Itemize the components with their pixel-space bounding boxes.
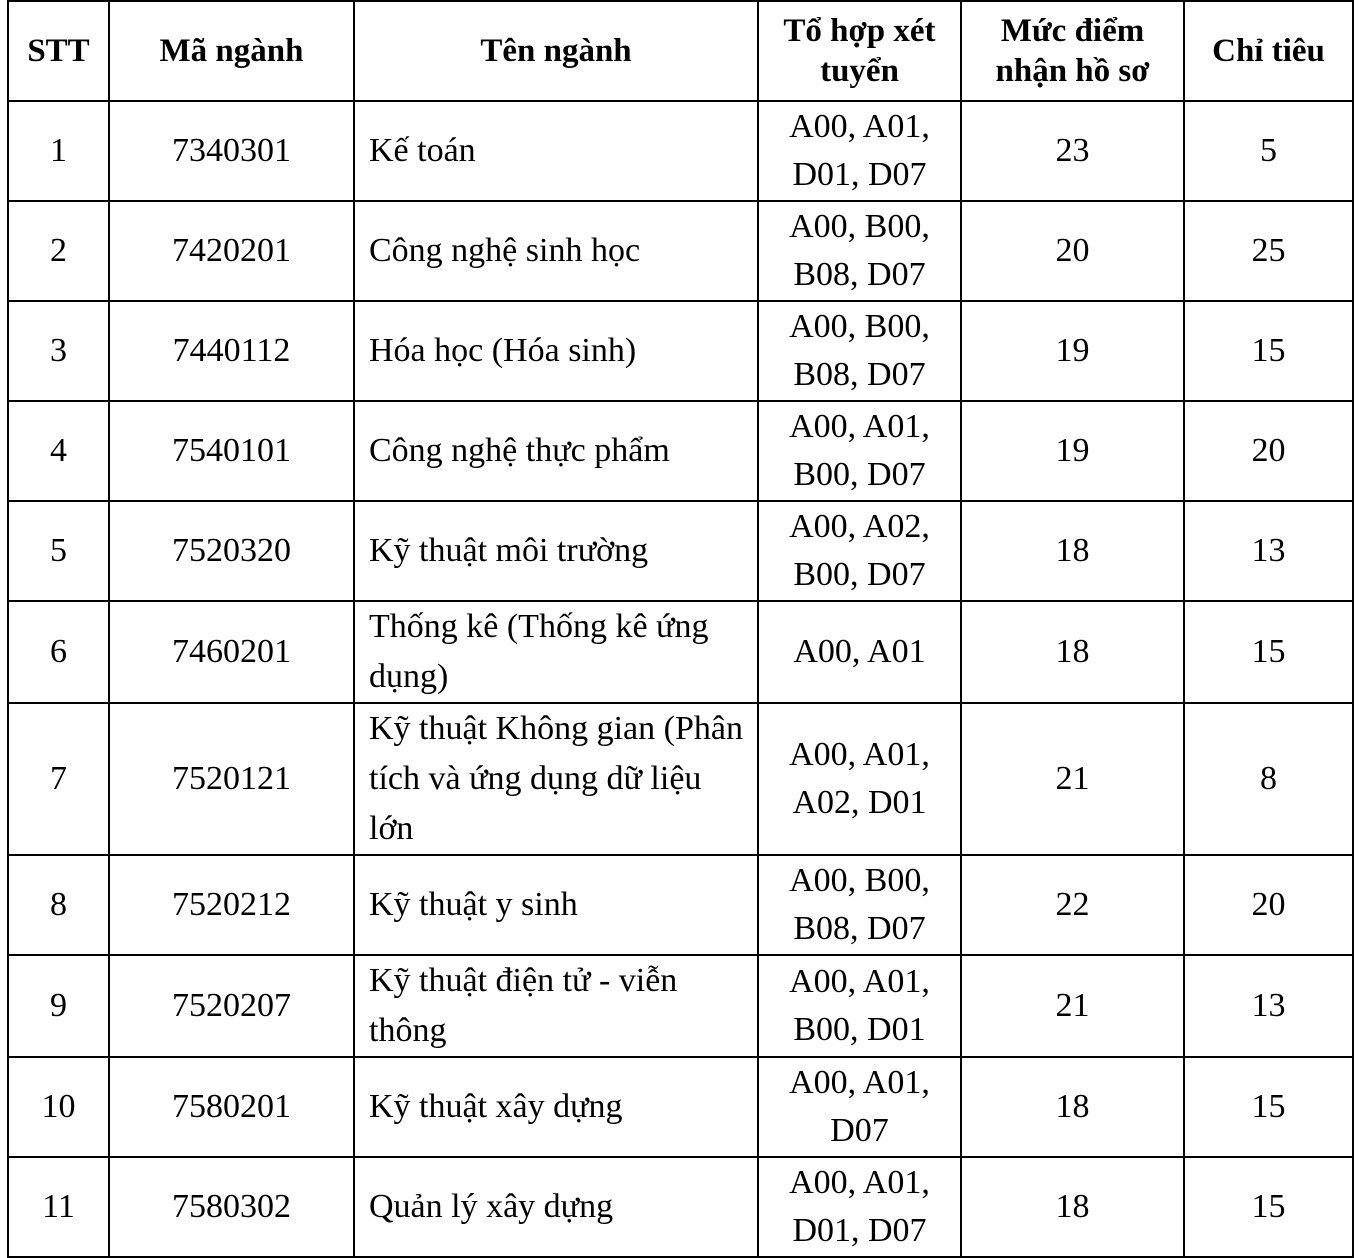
stt-cell: 2 — [7, 200, 110, 302]
name-cell: Kỹ thuật Không gian (Phân tích và ứng dụ… — [353, 702, 759, 856]
stt-cell: 3 — [7, 300, 110, 402]
table-row: 8 7520212 Kỹ thuật y sinh A00, B00, B08, D0… — [7, 854, 1354, 956]
stt-cell: 7 — [7, 702, 110, 856]
stt-cell: 8 — [7, 854, 110, 956]
code-cell: 7520212 — [108, 854, 355, 956]
code-cell: 7580302 — [108, 1156, 355, 1258]
name-cell: Kỹ thuật y sinh — [353, 854, 759, 956]
name-cell: Kỹ thuật môi trường — [353, 500, 759, 602]
score-cell: 19 — [960, 300, 1185, 402]
stt-cell: 5 — [7, 500, 110, 602]
name-cell: Hóa học (Hóa sinh) — [353, 300, 759, 402]
header-code: Mã ngành — [108, 0, 355, 102]
stt-cell: 4 — [7, 400, 110, 502]
combos-cell: A00, A01, B00, D07 — [757, 400, 962, 502]
code-cell: 7460201 — [108, 600, 355, 704]
quota-cell: 15 — [1183, 300, 1354, 402]
table-row: 11 7580302 Quản lý xây dựng A00, A01, D01, … — [7, 1156, 1354, 1258]
table-row: 10 7580201 Kỹ thuật xây dựng A00, A01, D07 1… — [7, 1056, 1354, 1158]
table-row: 2 7420201 Công nghệ sinh học A00, B00, B08,… — [7, 200, 1354, 302]
code-cell: 7340301 — [108, 100, 355, 202]
table-row: 4 7540101 Công nghệ thực phẩm A00, A01, B00… — [7, 400, 1354, 502]
stt-cell: 1 — [7, 100, 110, 202]
code-cell: 7420201 — [108, 200, 355, 302]
score-cell: 21 — [960, 702, 1185, 856]
table-row: 1 7340301 Kế toán A00, A01, D01, D07 23 5 — [7, 100, 1354, 202]
table-row: 9 7520207 Kỹ thuật điện tử - viễn thông A00… — [7, 954, 1354, 1058]
combos-cell: A00, B00, B08, D07 — [757, 300, 962, 402]
score-cell: 18 — [960, 500, 1185, 602]
score-cell: 18 — [960, 600, 1185, 704]
quota-cell: 25 — [1183, 200, 1354, 302]
score-cell: 21 — [960, 954, 1185, 1058]
stt-cell: 11 — [7, 1156, 110, 1258]
header-name: Tên ngành — [353, 0, 759, 102]
combos-cell: A00, A01, D07 — [757, 1056, 962, 1158]
score-cell: 18 — [960, 1056, 1185, 1158]
admissions-table: STT Mã ngành Tên ngành Tổ hợp xét tuyển … — [7, 0, 1354, 1258]
quota-cell: 5 — [1183, 100, 1354, 202]
stt-cell: 9 — [7, 954, 110, 1058]
name-cell: Quản lý xây dựng — [353, 1156, 759, 1258]
code-cell: 7580201 — [108, 1056, 355, 1158]
name-cell: Kỹ thuật điện tử - viễn thông — [353, 954, 759, 1058]
header-stt: STT — [7, 0, 110, 102]
name-cell: Kỹ thuật xây dựng — [353, 1056, 759, 1158]
quota-cell: 20 — [1183, 854, 1354, 956]
score-cell: 18 — [960, 1156, 1185, 1258]
score-cell: 23 — [960, 100, 1185, 202]
header-combos: Tổ hợp xét tuyển — [757, 0, 962, 102]
table-row: 6 7460201 Thống kê (Thống kê ứng dụng) A00,… — [7, 600, 1354, 704]
table-row: 7 7520121 Kỹ thuật Không gian (Phân tích v… — [7, 702, 1354, 856]
header-row: STT Mã ngành Tên ngành Tổ hợp xét tuyển … — [7, 0, 1354, 102]
header-quota: Chỉ tiêu — [1183, 0, 1354, 102]
code-cell: 7520207 — [108, 954, 355, 1058]
quota-cell: 8 — [1183, 702, 1354, 856]
combos-cell: A00, B00, B08, D07 — [757, 200, 962, 302]
quota-cell: 15 — [1183, 1056, 1354, 1158]
quota-cell: 15 — [1183, 1156, 1354, 1258]
name-cell: Kế toán — [353, 100, 759, 202]
table-row: 5 7520320 Kỹ thuật môi trường A00, A02, B00… — [7, 500, 1354, 602]
code-cell: 7520320 — [108, 500, 355, 602]
combos-cell: A00, A01, D01, D07 — [757, 100, 962, 202]
stt-cell: 10 — [7, 1056, 110, 1158]
quota-cell: 15 — [1183, 600, 1354, 704]
combos-cell: A00, B00, B08, D07 — [757, 854, 962, 956]
combos-cell: A00, A01, D01, D07 — [757, 1156, 962, 1258]
combos-cell: A00, A01, A02, D01 — [757, 702, 962, 856]
name-cell: Thống kê (Thống kê ứng dụng) — [353, 600, 759, 704]
code-cell: 7540101 — [108, 400, 355, 502]
score-cell: 19 — [960, 400, 1185, 502]
stt-cell: 6 — [7, 600, 110, 704]
name-cell: Công nghệ thực phẩm — [353, 400, 759, 502]
combos-cell: A00, A01 — [757, 600, 962, 704]
score-cell: 20 — [960, 200, 1185, 302]
code-cell: 7440112 — [108, 300, 355, 402]
name-cell: Công nghệ sinh học — [353, 200, 759, 302]
quota-cell: 13 — [1183, 500, 1354, 602]
table-row: 3 7440112 Hóa học (Hóa sinh) A00, B00, B08,… — [7, 300, 1354, 402]
combos-cell: A00, A02, B00, D07 — [757, 500, 962, 602]
quota-cell: 20 — [1183, 400, 1354, 502]
header-score: Mức điểm nhận hồ sơ — [960, 0, 1185, 102]
quota-cell: 13 — [1183, 954, 1354, 1058]
combos-cell: A00, A01, B00, D01 — [757, 954, 962, 1058]
score-cell: 22 — [960, 854, 1185, 956]
code-cell: 7520121 — [108, 702, 355, 856]
